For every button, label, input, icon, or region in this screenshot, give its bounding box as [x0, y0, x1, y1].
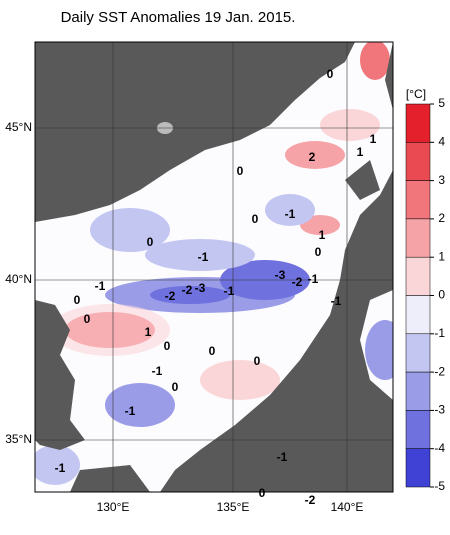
contour-label: 0 — [209, 344, 216, 358]
title: Daily SST Anomalies 19 Jan. 2015. — [61, 9, 296, 26]
contour-label: 1 — [370, 132, 377, 146]
contour-label: -3 — [195, 281, 206, 295]
colorbar-segment — [405, 371, 431, 411]
anomaly-areas — [35, 42, 393, 492]
contour-label: -1 — [277, 450, 288, 464]
colorbar-tick-label: -3 — [434, 403, 445, 417]
colorbar-tick-label: -1 — [434, 326, 445, 340]
contour-label: -1 — [125, 404, 136, 418]
colorbar-tick-label: 0 — [438, 288, 445, 302]
lat-label: 35°N — [5, 432, 32, 446]
contour-label: 2 — [309, 150, 316, 164]
grid — [35, 42, 393, 492]
contour-label: -1 — [95, 279, 106, 293]
contour-label: 1 — [145, 325, 152, 339]
map — [35, 42, 393, 492]
contour-label: 0 — [315, 245, 322, 259]
contour-label: -1 — [285, 207, 296, 221]
contour-label: 0 — [237, 164, 244, 178]
colorbar-tick-label: 2 — [438, 211, 445, 225]
colorbar-tick-label: -4 — [434, 441, 445, 455]
contour-label: 0 — [84, 312, 91, 326]
colorbar-segment — [405, 256, 431, 296]
colorbar-segment — [405, 103, 431, 143]
contour-label: -3 — [275, 268, 286, 282]
colorbar-tick-label: 3 — [438, 173, 445, 187]
contour-label: 0 — [164, 339, 171, 353]
contour-label: 0 — [327, 67, 334, 81]
lon-label: 140°E — [331, 500, 364, 514]
colorbar-segment — [405, 333, 431, 373]
contour-label: 1 — [357, 145, 364, 159]
contour-label: 0 — [252, 212, 259, 226]
colorbar-tick-label: -5 — [434, 479, 445, 493]
contour-label: 0 — [172, 380, 179, 394]
contour-label: -2 — [165, 289, 176, 303]
colorbar-tick-label: -2 — [434, 364, 445, 378]
colorbar-tick-label: 5 — [438, 96, 445, 110]
contour-label: 0 — [74, 293, 81, 307]
colorbar-segment — [405, 410, 431, 449]
contour-label: -1 — [152, 364, 163, 378]
lat-label: 40°N — [5, 272, 32, 286]
colorbar-segment — [405, 142, 431, 181]
contour-label: 0 — [147, 235, 154, 249]
contour-label: -1 — [224, 284, 235, 298]
contour-label: -1 — [55, 461, 66, 475]
colorbar-segment — [405, 180, 431, 220]
contour-label: 0 — [254, 354, 261, 368]
contour-label: -1 — [331, 294, 342, 308]
lat-label: 45°N — [5, 120, 32, 134]
contour-label: -2 — [305, 493, 316, 507]
contour-label: -1 — [308, 272, 319, 286]
land — [35, 42, 393, 492]
lon-label: 135°E — [217, 500, 250, 514]
colorbar-segment — [405, 218, 431, 258]
lon-label: 130°E — [97, 500, 130, 514]
contour-label: 0 — [259, 486, 266, 500]
colorbar-unit: [°C] — [406, 87, 426, 101]
colorbar-segment — [405, 295, 431, 335]
map-frame — [34, 41, 394, 493]
contour-label: -1 — [198, 250, 209, 264]
contour-label: -2 — [182, 283, 193, 297]
contour-label: -2 — [292, 275, 303, 289]
colorbar-tick-label: 4 — [438, 134, 445, 148]
colorbar-tick-label: 1 — [438, 249, 445, 263]
colorbar-segment — [405, 448, 431, 488]
contour-label: 1 — [319, 228, 326, 242]
